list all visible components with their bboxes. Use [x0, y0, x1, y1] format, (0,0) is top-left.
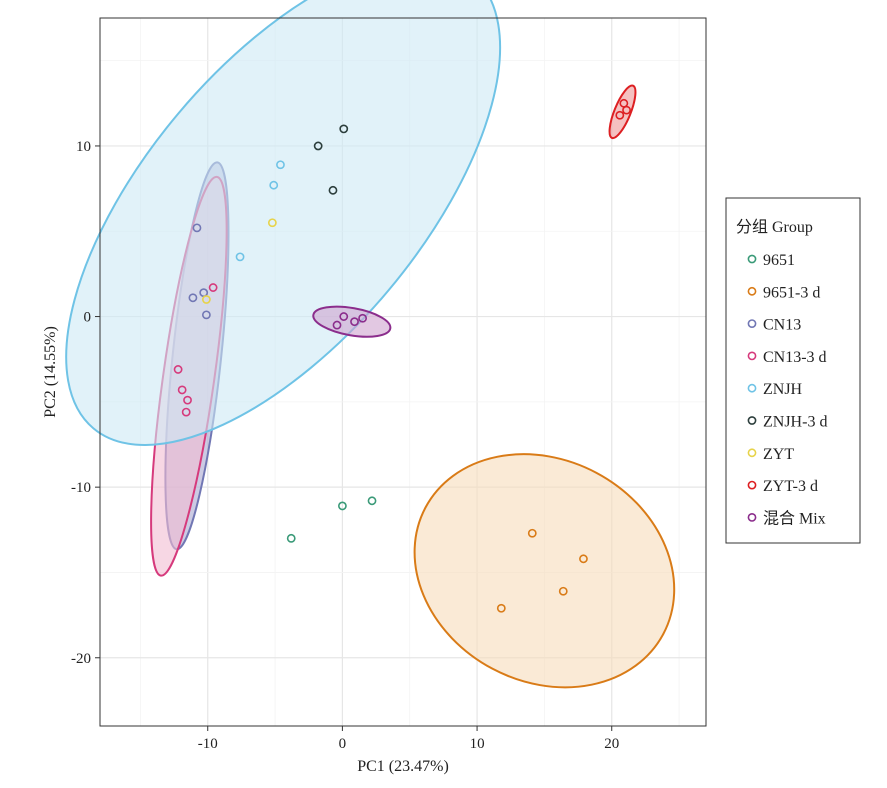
point-混合-mix: [358, 313, 367, 323]
x-tick-label: 0: [339, 736, 347, 752]
legend-label: ZNJH: [763, 381, 803, 398]
point-9651-3-d: [496, 603, 506, 613]
legend-marker-znjh-3-d: [747, 416, 757, 425]
y-tick-label: 10: [76, 139, 91, 155]
legend-label: 9651-3 d: [763, 284, 820, 301]
point-9651: [367, 496, 377, 506]
legend-marker-cn13: [747, 319, 757, 328]
y-tick-label: -20: [71, 651, 91, 667]
legend-marker-znjh: [747, 383, 757, 393]
point-9651: [337, 501, 347, 511]
point-混合-mix: [339, 312, 349, 321]
axis-ticks: -10 0 10 20 -20 -10 0 10: [71, 139, 619, 752]
confidence-ellipses: [65, 0, 676, 689]
point-zyt-3-d: [615, 110, 625, 120]
point-cn13-3-d: [173, 365, 183, 374]
ellipse-混合-mix: [312, 305, 392, 338]
ellipse-9651-3-d: [413, 453, 676, 689]
point-znjh: [276, 160, 285, 170]
legend-marker-zyt-3-d: [747, 480, 757, 490]
x-tick-label: 20: [604, 736, 619, 752]
point-znjh-3-d: [328, 185, 338, 195]
point-cn13: [188, 293, 198, 303]
point-cn13: [201, 310, 211, 320]
point-cn13-3-d: [177, 385, 187, 395]
legend-marker-cn13-3-d: [747, 351, 757, 361]
point-9651-3-d: [579, 554, 588, 564]
point-zyt-3-d: [622, 105, 631, 115]
legend-label: ZYT: [763, 446, 794, 463]
point-znjh-3-d: [313, 141, 323, 151]
point-zyt: [267, 218, 277, 228]
point-cn13-3-d: [181, 407, 191, 417]
point-zyt: [201, 295, 211, 304]
point-cn13-3-d: [208, 283, 218, 292]
y-axis-title: PC2 (14.55%): [42, 326, 59, 418]
legend-marker-9651-3-d: [747, 286, 757, 296]
legend-label: ZYT-3 d: [763, 478, 818, 495]
point-znjh: [235, 252, 245, 262]
legend-marker-zyt: [747, 448, 757, 458]
point-cn13: [192, 223, 202, 233]
legend: 分组 Group 9651 9651-3 d CN13 CN13-3 d ZNJH ZNJ…: [725, 197, 861, 544]
point-znjh: [269, 180, 279, 190]
ellipse-znjh: [65, 0, 502, 446]
point-9651: [286, 533, 296, 543]
point-znjh-3-d: [339, 124, 349, 134]
legend-label: 混合 Mix: [763, 509, 826, 527]
y-tick-label: 0: [84, 310, 92, 326]
point-混合-mix: [332, 320, 342, 330]
legend-label: ZNJH-3 d: [763, 414, 827, 431]
legend-marker-混合-mix: [747, 513, 757, 522]
plot-border: [99, 17, 707, 727]
point-cn13-3-d: [183, 395, 192, 405]
x-tick-label: 10: [470, 736, 485, 752]
legend-title: 分组 Group: [736, 218, 813, 236]
point-9651-3-d: [558, 586, 568, 596]
legend-label: CN13: [763, 317, 801, 334]
point-混合-mix: [350, 317, 359, 327]
point-9651-3-d: [527, 528, 537, 538]
legend-marker-9651: [747, 254, 757, 264]
x-tick-label: -10: [198, 736, 218, 752]
legend-label: CN13-3 d: [763, 349, 827, 366]
legend-label: 9651: [763, 252, 795, 269]
x-axis-title: PC1 (23.47%): [357, 758, 449, 775]
data-points: [173, 98, 631, 613]
y-tick-label: -10: [71, 480, 91, 496]
